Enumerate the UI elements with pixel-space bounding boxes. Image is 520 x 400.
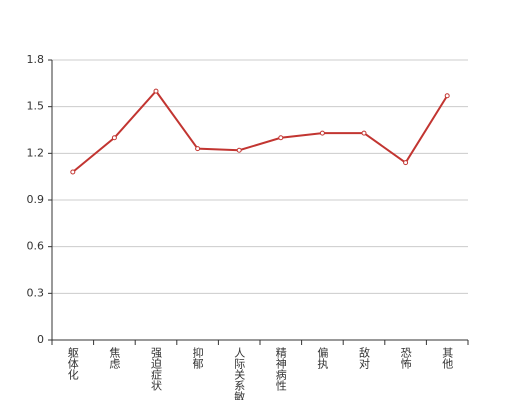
point (403, 160, 409, 166)
x-tick-label: 强迫症状 (150, 347, 163, 391)
y-tick-label: 0 (37, 333, 44, 346)
point (153, 88, 159, 94)
point (361, 130, 367, 136)
point (319, 130, 325, 136)
x-tick-label: 其他 (441, 347, 454, 369)
point (278, 135, 284, 141)
point (236, 147, 242, 153)
x-tick-label: 敌对 (358, 346, 371, 369)
y-tick-label: 1.2 (27, 146, 45, 159)
x-tick-label: 抑郁 (191, 346, 204, 369)
series-line (72, 89, 449, 173)
y-tick-label: 0.6 (27, 240, 45, 253)
x-tick-label: 偏执 (316, 346, 329, 370)
y-tick-label: 0.9 (27, 193, 45, 206)
y-tick-label: 0.3 (27, 286, 45, 299)
x-tick-label: 焦虑 (108, 347, 121, 369)
point (195, 146, 201, 152)
x-tick-label: 精神病性 (274, 347, 287, 392)
point (111, 135, 117, 141)
x-tick-label: 人际关系敏感 (233, 347, 246, 400)
x-tick-label: 躯体化 (66, 347, 79, 381)
y-tick-label: 1.5 (27, 100, 45, 113)
y-tick-label: 1.8 (27, 53, 45, 66)
point (444, 93, 450, 99)
point (70, 169, 76, 175)
x-tick-label: 恐怖 (399, 347, 412, 369)
